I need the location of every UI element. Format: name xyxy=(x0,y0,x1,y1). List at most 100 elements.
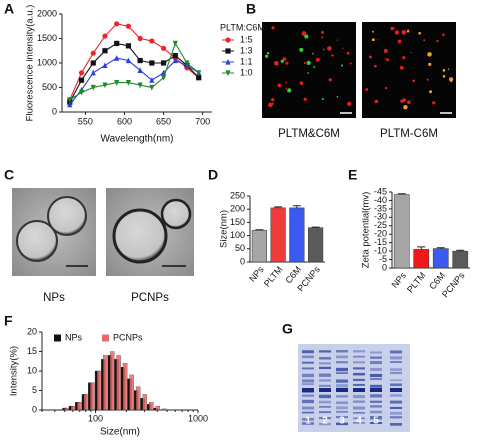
point xyxy=(172,57,178,64)
bar xyxy=(142,394,147,411)
gel-band xyxy=(336,384,348,388)
gel-band xyxy=(390,361,402,363)
error-bar xyxy=(436,247,445,249)
gel-band xyxy=(336,388,348,392)
legend-swatch xyxy=(54,334,61,342)
y-tick-label: 0 xyxy=(32,404,37,414)
gel-band xyxy=(370,351,382,354)
image-caption: PLTM-C6M xyxy=(380,128,438,140)
speckle xyxy=(371,38,375,42)
speckle xyxy=(423,39,426,42)
speckle xyxy=(406,30,410,33)
vesicle xyxy=(112,208,168,264)
bar xyxy=(413,249,430,269)
x-tick-label: PLTM xyxy=(262,264,285,288)
y-tick-label: -25 xyxy=(374,220,387,230)
point xyxy=(78,77,85,83)
y-tick-label: 1000 xyxy=(37,57,57,67)
speckle xyxy=(432,101,436,105)
point xyxy=(67,97,73,103)
error-bar xyxy=(311,226,320,228)
speckle xyxy=(321,98,324,101)
speckle xyxy=(346,51,350,55)
image-caption: PCNPs xyxy=(131,292,169,304)
gel-band xyxy=(353,400,365,403)
point xyxy=(160,45,167,51)
gel-band xyxy=(336,410,348,413)
gel-band xyxy=(319,379,331,382)
speckle xyxy=(442,33,445,37)
vesicle xyxy=(160,198,192,230)
point xyxy=(196,75,202,81)
gel-band xyxy=(319,405,331,408)
y-tick-label: 250 xyxy=(230,190,245,200)
gel-band xyxy=(302,361,314,364)
point xyxy=(184,60,190,67)
speckle xyxy=(342,47,344,49)
gel-band xyxy=(336,401,348,405)
speckle xyxy=(313,66,316,68)
point xyxy=(225,48,231,54)
gel-band xyxy=(353,394,365,399)
gel-band xyxy=(336,379,348,383)
gel-band xyxy=(319,411,331,414)
x-tick-label: 1000 xyxy=(188,413,208,423)
speckle xyxy=(306,60,311,65)
point xyxy=(137,57,143,64)
y-tick-label: 0 xyxy=(240,256,245,266)
speckle xyxy=(372,30,375,33)
error-bar xyxy=(292,205,301,208)
y-tick-label: 100 xyxy=(230,230,245,240)
x-tick-label: 700 xyxy=(195,116,210,126)
speckle xyxy=(401,29,407,35)
image-caption: NPs xyxy=(43,292,65,304)
bar xyxy=(251,230,267,263)
speckle xyxy=(436,39,439,43)
gel-band xyxy=(302,417,314,421)
bar xyxy=(116,355,121,411)
gel-band xyxy=(390,411,402,415)
point xyxy=(90,69,96,76)
speckle xyxy=(407,100,411,104)
legend-label: 1:3 xyxy=(240,45,253,55)
speckle xyxy=(428,62,432,66)
bar xyxy=(155,405,161,411)
point xyxy=(90,60,96,66)
point xyxy=(78,89,85,96)
speckle xyxy=(397,39,402,44)
point xyxy=(67,101,73,108)
speckle xyxy=(347,101,352,107)
error-bar xyxy=(274,206,283,208)
gel-band xyxy=(302,394,314,397)
bar xyxy=(289,207,305,263)
gel-band xyxy=(353,355,365,358)
legend-swatch xyxy=(102,334,109,342)
bar xyxy=(135,386,141,411)
speckle xyxy=(427,52,432,57)
y-tick-label: 20 xyxy=(27,326,37,336)
legend-label: 1:0 xyxy=(240,67,253,77)
speckle xyxy=(264,54,269,58)
gel-band xyxy=(302,383,314,386)
speckle xyxy=(349,62,352,65)
gel-band xyxy=(370,377,382,381)
gel-band xyxy=(370,356,382,359)
point xyxy=(137,67,143,73)
speckle xyxy=(402,56,406,60)
legend-label: PCNPs xyxy=(113,332,143,342)
gel-band xyxy=(336,367,348,372)
x-tick-label: 100 xyxy=(88,413,103,423)
speckle xyxy=(303,61,306,64)
speckle xyxy=(449,77,454,82)
gel-band xyxy=(319,394,331,399)
speckle xyxy=(267,102,273,108)
speckle xyxy=(383,48,388,53)
gel-band xyxy=(390,423,402,426)
bar xyxy=(109,351,115,411)
x-tick-label: 650 xyxy=(156,116,171,126)
lane-label: 5 xyxy=(373,416,379,427)
point xyxy=(149,84,155,91)
gel-band xyxy=(390,368,402,372)
bar xyxy=(129,374,134,411)
speckle xyxy=(412,79,416,83)
